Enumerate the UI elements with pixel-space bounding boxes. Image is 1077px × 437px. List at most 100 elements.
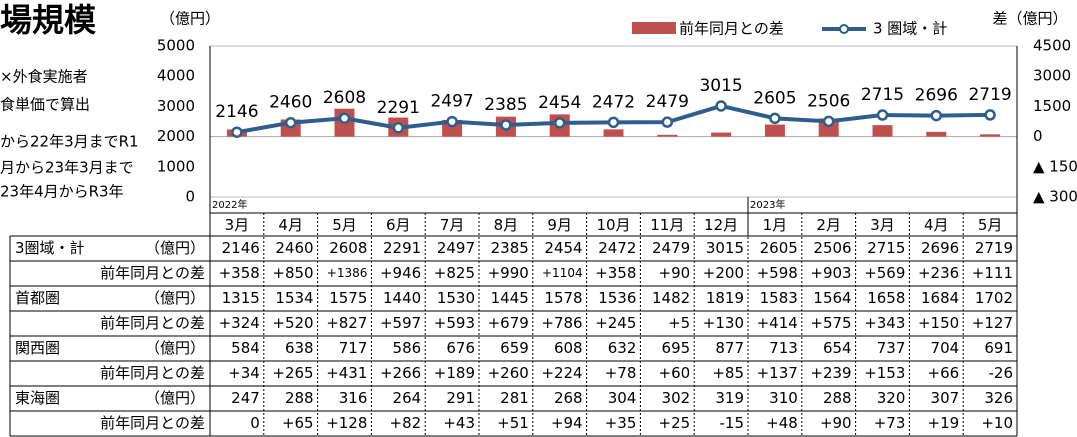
- table-cell: +66: [928, 364, 960, 382]
- table-cell: +153: [864, 364, 905, 382]
- table-cell: +10: [981, 414, 1013, 432]
- line-marker: [661, 116, 674, 128]
- table-cell: 717: [339, 339, 368, 357]
- y-tick-label: 0: [185, 188, 195, 206]
- table-cell: 288: [823, 389, 852, 407]
- data-label: 2385: [484, 95, 527, 115]
- table-cell: 0: [250, 414, 260, 432]
- table-cell: +85: [712, 364, 744, 382]
- page-title: 場規模: [0, 1, 96, 39]
- data-label: 2608: [323, 88, 366, 108]
- data-label: 2696: [915, 86, 958, 106]
- table-cell: 737: [877, 339, 906, 357]
- y2-axis-label: 差（億円）: [992, 10, 1067, 28]
- table-cell: +94: [551, 414, 583, 432]
- bar: [980, 134, 1001, 137]
- bar: [711, 132, 732, 137]
- y-tick-label: 4000: [157, 67, 195, 85]
- period-label: 2023年: [750, 198, 785, 211]
- y2-tick-label: 4500: [1033, 37, 1071, 55]
- table-cell: +245: [595, 314, 636, 332]
- table-cell: +260: [488, 364, 529, 382]
- table-cell: 247: [231, 389, 260, 407]
- table-cell: +130: [703, 314, 744, 332]
- table-cell: +73: [874, 414, 906, 432]
- table-cell: +265: [272, 364, 313, 382]
- table-cell: 659: [500, 339, 529, 357]
- table-cell: 1440: [383, 289, 421, 307]
- row-diff-label: 前年同月との差: [100, 314, 205, 332]
- table-cell: 2454: [544, 239, 582, 257]
- table-cell: +48: [766, 414, 798, 432]
- x-tick-label: 1月: [763, 216, 788, 234]
- x-tick-label: 8月: [494, 216, 519, 234]
- table-cell: +946: [380, 264, 421, 282]
- table-cell: 310: [769, 389, 798, 407]
- table-cell: 2719: [975, 239, 1013, 257]
- table-cell: +903: [810, 264, 851, 282]
- table-cell: 586: [393, 339, 422, 357]
- y-tick-label: 5000: [157, 37, 195, 55]
- table-cell: +90: [659, 264, 691, 282]
- table-cell: 304: [608, 389, 637, 407]
- bar: [603, 129, 624, 137]
- note: 食単価で算出: [0, 96, 90, 114]
- line-marker: [553, 117, 566, 129]
- data-label: 2715: [861, 85, 904, 105]
- table-cell: 1578: [544, 289, 582, 307]
- row-name: 東海圏: [15, 389, 60, 407]
- data-label: 2146: [215, 102, 258, 122]
- table-cell: 316: [339, 389, 368, 407]
- table-cell: +414: [757, 314, 798, 332]
- table-cell: 1658: [867, 289, 905, 307]
- table-cell: 2696: [921, 239, 959, 257]
- line-marker: [822, 115, 835, 128]
- table-cell: 2608: [329, 239, 367, 257]
- y-tick-label: 3000: [157, 97, 195, 115]
- table-cell: 2506: [813, 239, 851, 257]
- table-cell: 3015: [706, 239, 744, 257]
- line-marker: [338, 112, 351, 124]
- line-marker: [715, 100, 727, 112]
- table-cell: +990: [488, 264, 529, 282]
- table-cell: 302: [662, 389, 691, 407]
- table-cell: 1583: [760, 289, 798, 307]
- row-name: 首都圏: [15, 289, 60, 307]
- table-cell: 2146: [222, 239, 260, 257]
- note: 月から23年3月まで: [0, 159, 134, 177]
- table-cell: +786: [541, 314, 582, 332]
- line-marker: [984, 109, 996, 121]
- table-cell: +189: [434, 364, 475, 382]
- legend-swatch: [632, 22, 676, 34]
- table-cell: 2291: [383, 239, 421, 257]
- note: 23年4月からR3年: [0, 183, 124, 201]
- x-tick-label: 5月: [978, 216, 1003, 234]
- table-cell: 319: [715, 389, 744, 407]
- table-cell: +35: [605, 414, 637, 432]
- row-unit: （億円）: [145, 339, 205, 357]
- x-tick-label: 3月: [870, 216, 895, 234]
- line-marker: [607, 116, 620, 129]
- x-tick-label: 4月: [278, 216, 303, 234]
- table-cell: 268: [554, 389, 583, 407]
- line-marker: [392, 122, 405, 134]
- row-diff-label: 前年同月との差: [100, 364, 205, 382]
- table-cell: +25: [659, 414, 691, 432]
- bar: [657, 134, 678, 137]
- table-cell: +78: [605, 364, 637, 382]
- table-cell: +569: [864, 264, 905, 282]
- table-cell: 654: [823, 339, 852, 357]
- table-cell: 713: [769, 339, 798, 357]
- row-unit: （億円）: [145, 389, 205, 407]
- table-cell: 1575: [329, 289, 367, 307]
- table-cell: 2479: [652, 239, 690, 257]
- table-cell: +324: [219, 314, 260, 332]
- table-cell: +825: [434, 264, 475, 282]
- legend-swatch: [839, 24, 849, 34]
- table-cell: +343: [864, 314, 905, 332]
- table-cell: +597: [380, 314, 421, 332]
- table-cell: 291: [446, 389, 475, 407]
- table-cell: +82: [390, 414, 422, 432]
- line-marker: [500, 119, 512, 131]
- table-cell: -15: [720, 414, 745, 432]
